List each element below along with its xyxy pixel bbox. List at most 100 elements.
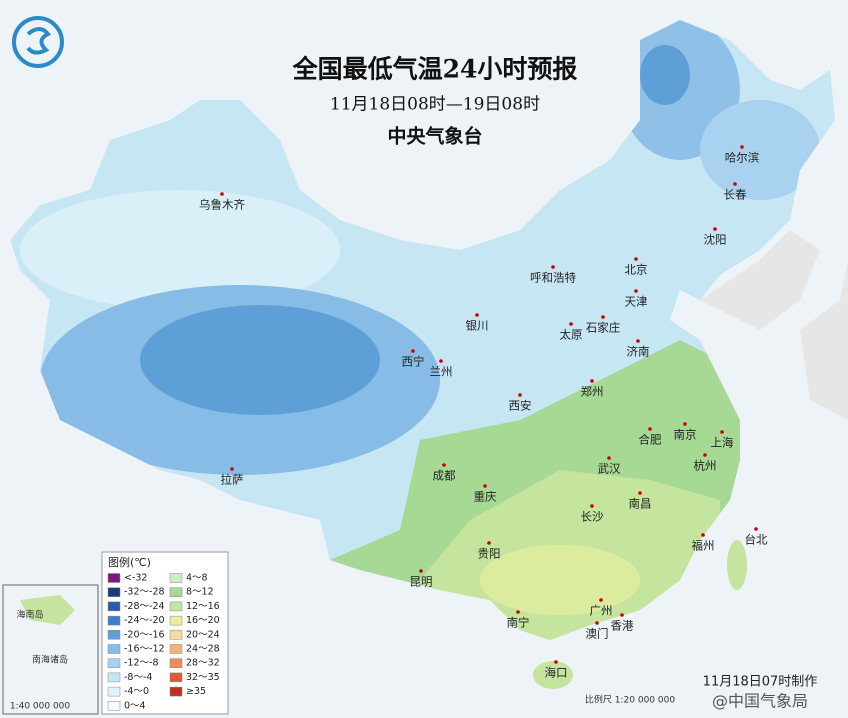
korea	[700, 230, 820, 330]
city-dot	[516, 610, 520, 614]
city-dot	[220, 192, 224, 196]
made-time: 11月18日07时制作	[703, 675, 818, 690]
city-label: 西宁	[402, 355, 425, 369]
city-label: 长沙	[581, 510, 604, 524]
city-dot	[569, 322, 573, 326]
city-dot	[483, 484, 487, 488]
legend-label: -20～-16	[124, 629, 165, 640]
city-dot	[419, 569, 423, 573]
city-dot	[601, 315, 605, 319]
city-dot	[518, 393, 522, 397]
city-dot	[683, 422, 687, 426]
legend-swatch	[169, 644, 183, 654]
legend-label: -28～-24	[124, 601, 165, 612]
city-label: 广州	[590, 604, 613, 618]
city-label: 郑州	[581, 385, 604, 399]
city-label: 澳门	[586, 627, 609, 641]
city-label: 太原	[560, 328, 583, 342]
legend-swatch	[107, 587, 121, 597]
legend-label: 8～12	[186, 587, 214, 598]
city-dot	[607, 456, 611, 460]
legend-label: 4～8	[186, 573, 208, 584]
watermark: @中国气象局	[712, 692, 808, 711]
legend-swatch	[107, 644, 121, 654]
city-label: 南昌	[629, 497, 652, 511]
legend-swatch	[107, 658, 121, 668]
inset-scale: 1:40 000 000	[10, 702, 71, 712]
legend: <-32 -32～-28 -28～-24 -24～-20 -20～-16 -16～-12 -…	[107, 573, 220, 711]
city-dot	[701, 533, 705, 537]
city-label: 南宁	[507, 616, 530, 630]
city-dot	[620, 613, 624, 617]
city-dot	[733, 182, 737, 186]
legend-label: 0～4	[124, 700, 146, 711]
city-label: 沈阳	[704, 233, 727, 247]
legend-label: 28～32	[186, 658, 220, 669]
city-label: 济南	[627, 345, 650, 359]
inset-label: 南海诸岛	[32, 654, 68, 666]
logo-mark	[26, 27, 52, 55]
city-dot	[439, 359, 443, 363]
legend-swatch	[169, 658, 183, 668]
legend-label: 32～35	[186, 672, 220, 683]
legend-label: -8～-4	[124, 672, 152, 683]
city-label: 西安	[509, 399, 532, 413]
city-label: 北京	[625, 263, 648, 277]
japan	[800, 260, 848, 420]
scale: 比例尺 1:20 000 000	[585, 694, 675, 706]
city-dot	[411, 349, 415, 353]
city-dot	[754, 527, 758, 531]
city-label: 海口	[545, 666, 568, 680]
city-label: 乌鲁木齐	[199, 198, 245, 212]
city-label: 昆明	[410, 575, 433, 589]
city-label: 杭州	[694, 459, 717, 473]
city-label: 哈尔滨	[725, 151, 760, 165]
logo	[12, 16, 64, 68]
city-dot	[740, 145, 744, 149]
legend-swatch	[107, 601, 121, 612]
legend-swatch	[169, 615, 183, 626]
city-label: 天津	[625, 295, 648, 309]
legend-swatch	[169, 601, 183, 612]
city-label: 银川	[466, 319, 489, 333]
legend-swatch	[107, 672, 121, 683]
inset-label: 海南岛	[16, 609, 43, 621]
legend-swatch	[169, 630, 183, 640]
city-dot	[648, 427, 652, 431]
city-label: 呼和浩特	[530, 271, 576, 285]
city-dot	[713, 227, 717, 231]
city-dot	[590, 379, 594, 383]
legend-label: -32～-28	[124, 587, 165, 598]
legend-label: -24～-20	[124, 615, 165, 626]
city-label: 上海	[711, 436, 734, 450]
legend-swatch	[107, 686, 121, 697]
legend-label: ≥35	[186, 686, 206, 697]
city-dot	[634, 289, 638, 293]
legend-swatch	[107, 573, 121, 583]
legend-label: -12～-8	[124, 658, 159, 669]
legend-swatch	[169, 672, 183, 683]
legend-swatch	[107, 701, 121, 711]
legend-label: -4～0	[124, 686, 149, 697]
issuer: 中央气象台	[387, 125, 482, 148]
city-dot	[442, 463, 446, 467]
legend-swatch	[107, 630, 121, 640]
city-dot	[554, 660, 558, 664]
city-dot	[703, 453, 707, 457]
legend-label: 12～16	[186, 601, 220, 612]
legend-swatch	[107, 615, 121, 626]
legend-label: -16～-12	[124, 644, 165, 655]
legend-label: 16～20	[186, 615, 220, 626]
city-label: 长春	[724, 188, 747, 202]
city-label: 拉萨	[221, 473, 244, 487]
city-dot	[638, 491, 642, 495]
city-dot	[487, 541, 491, 545]
city-label: 南京	[674, 428, 697, 442]
city-dot	[551, 265, 555, 269]
city-label: 成都	[433, 469, 456, 483]
subtitle: 11月18日08时—19日08时	[330, 95, 540, 115]
city-dot	[230, 467, 234, 471]
legend-swatch	[169, 573, 183, 583]
